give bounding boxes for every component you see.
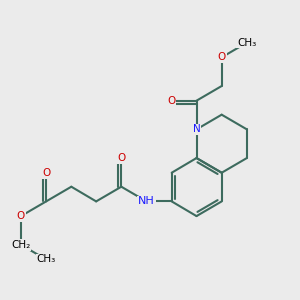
Text: O: O bbox=[117, 153, 125, 163]
Text: O: O bbox=[218, 52, 226, 62]
Text: CH₃: CH₃ bbox=[37, 254, 56, 264]
Text: CH₂: CH₂ bbox=[11, 240, 31, 250]
Text: N: N bbox=[193, 124, 200, 134]
Text: O: O bbox=[167, 96, 176, 106]
Text: NH: NH bbox=[138, 196, 155, 206]
Text: CH₃: CH₃ bbox=[237, 38, 256, 48]
Text: O: O bbox=[42, 168, 50, 178]
Text: O: O bbox=[17, 211, 25, 221]
